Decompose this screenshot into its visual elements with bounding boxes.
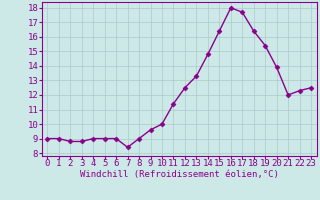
X-axis label: Windchill (Refroidissement éolien,°C): Windchill (Refroidissement éolien,°C) [80,170,279,179]
